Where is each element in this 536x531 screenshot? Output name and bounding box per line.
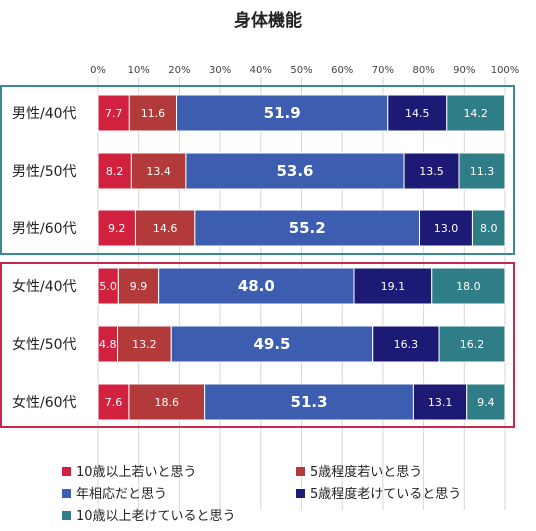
data-label: 8.0 <box>480 222 498 235</box>
bar-segment <box>403 152 460 190</box>
data-label: 7.6 <box>105 396 123 409</box>
data-label: 9.4 <box>477 396 495 409</box>
data-label: 19.1 <box>381 280 406 293</box>
data-label: 49.5 <box>253 335 290 353</box>
bar-segment <box>170 325 374 363</box>
x-tick-label: 10% <box>128 65 150 76</box>
legend-label: 10歳以上老けていると思う <box>76 509 236 524</box>
bar-segment <box>471 209 506 247</box>
category-label: 男性/60代 <box>12 221 77 237</box>
legend-swatch <box>296 467 305 476</box>
data-label: 14.2 <box>463 107 488 120</box>
bar-segment <box>419 209 473 247</box>
bar-segment <box>134 209 196 247</box>
legend-swatch <box>296 489 305 498</box>
category-label: 女性/50代 <box>12 336 77 353</box>
x-axis-ticks: 0% 10% 20% 30% 40% 50% 60% 70% 80% 90% 100% <box>90 65 519 76</box>
bar-segment <box>97 94 130 132</box>
data-label: 18.6 <box>155 396 180 409</box>
data-label: 13.2 <box>132 338 157 351</box>
bar-segment <box>128 383 206 421</box>
legend-swatch <box>62 467 71 476</box>
bar-segment <box>204 383 414 421</box>
x-tick-label: 60% <box>331 65 353 76</box>
data-label: 5.0 <box>99 280 117 293</box>
bar-segment <box>446 94 506 132</box>
legend-label: 5歳程度若いと思う <box>310 464 422 480</box>
bar-segment <box>194 209 421 247</box>
data-label: 51.3 <box>291 393 328 411</box>
group-box <box>0 85 515 255</box>
bar-segment <box>412 383 468 421</box>
bar-segment <box>458 152 506 190</box>
group-boxes <box>0 85 515 428</box>
x-tick-label: 30% <box>209 65 231 76</box>
data-label: 13.1 <box>428 396 453 409</box>
x-tick-label: 0% <box>90 65 106 76</box>
legend-label: 10歳以上若いと思う <box>76 464 197 480</box>
x-tick-label: 100% <box>491 65 520 76</box>
category-label: 女性/60代 <box>12 394 77 411</box>
data-label: 13.5 <box>419 165 444 178</box>
bars: 7.7 11.6 51.9 14.5 14.2 8.2 13.4 53.6 13.5 11.3 9.… <box>97 94 506 421</box>
category-label: 女性/40代 <box>12 278 77 295</box>
x-tick-label: 90% <box>453 65 475 76</box>
bar-segment <box>97 152 132 190</box>
legend-label: 年相応だと思う <box>76 487 167 502</box>
bar-segment <box>176 94 389 132</box>
data-label: 9.9 <box>130 280 148 293</box>
data-label: 8.2 <box>106 165 124 178</box>
data-label: 9.2 <box>108 222 126 235</box>
legend-swatch <box>62 489 71 498</box>
bar-segment <box>158 267 355 305</box>
group-box <box>0 262 515 428</box>
data-label: 11.6 <box>141 107 166 120</box>
x-tick-label: 50% <box>290 65 312 76</box>
legend-label: 5歳程度老けていると思う <box>310 486 461 502</box>
bar-segment <box>130 152 187 190</box>
data-label: 16.2 <box>460 338 485 351</box>
bar-segment <box>97 209 136 247</box>
data-label: 13.0 <box>434 222 459 235</box>
bar-segment <box>387 94 448 132</box>
bar-segment <box>185 152 405 190</box>
x-tick-label: 20% <box>168 65 190 76</box>
category-label: 男性/50代 <box>12 164 77 180</box>
bar-segment <box>431 267 506 305</box>
x-tick-label: 40% <box>250 65 272 76</box>
bar-segment <box>353 267 433 305</box>
legend-swatch <box>62 511 71 520</box>
data-label: 53.6 <box>276 162 313 180</box>
bar-segment <box>438 325 506 363</box>
data-label: 51.9 <box>264 104 301 122</box>
data-label: 48.0 <box>238 277 275 295</box>
category-label: 男性/40代 <box>12 106 77 122</box>
data-label: 14.6 <box>153 222 178 235</box>
data-label: 4.8 <box>99 338 117 351</box>
data-label: 13.4 <box>146 165 171 178</box>
data-label: 16.3 <box>394 338 419 351</box>
chart-title: 身体機能 <box>234 10 302 31</box>
data-label: 55.2 <box>289 219 326 237</box>
data-label: 14.5 <box>405 107 430 120</box>
x-tick-label: 80% <box>412 65 434 76</box>
bar-segment <box>466 383 506 421</box>
data-label: 7.7 <box>105 107 123 120</box>
data-label: 11.3 <box>470 165 495 178</box>
x-tick-label: 70% <box>372 65 394 76</box>
data-label: 18.0 <box>456 280 481 293</box>
